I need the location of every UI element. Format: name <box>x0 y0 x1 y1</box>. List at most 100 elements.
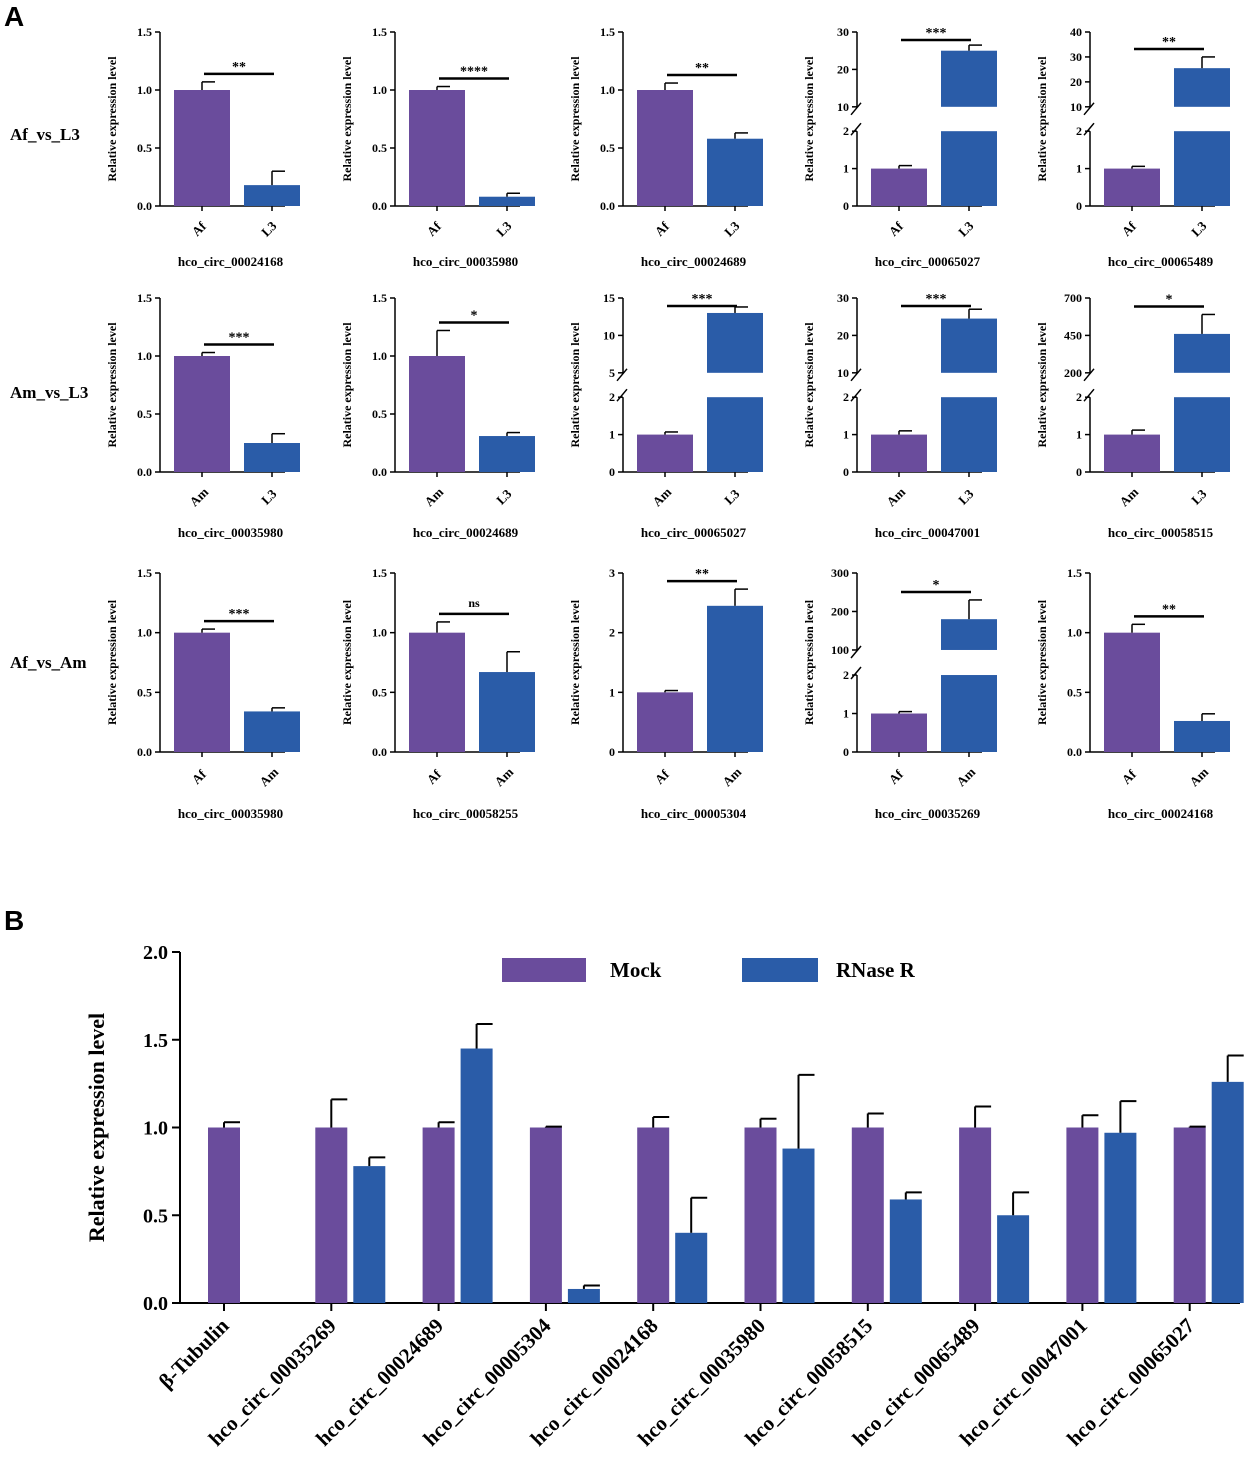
axis-break-mark <box>850 368 862 382</box>
axis-break-mark <box>1083 122 1095 136</box>
x-tick-label: Af <box>886 218 907 239</box>
axis-break-mark <box>850 122 862 136</box>
subplot-title: hco_circ_00035269 <box>875 806 981 821</box>
y-tick-label: 0.5 <box>137 141 152 155</box>
y-axis-label: Relative expression level <box>1035 599 1049 725</box>
y-tick-label: 1.0 <box>600 83 615 97</box>
y-tick-label: 1.0 <box>372 83 387 97</box>
bar-Af <box>174 90 230 206</box>
y-tick-label: 0 <box>1076 199 1082 213</box>
bar-Af <box>1104 632 1160 752</box>
y-tick-label: 40 <box>1070 25 1082 39</box>
significance-label: *** <box>229 331 250 346</box>
x-tick-label: L3 <box>721 218 743 240</box>
y-tick-label: 1.0 <box>372 349 387 363</box>
subplot-1-3: Relative expression level 0 1 2 10 20 30 Am L3 **… <box>802 291 997 540</box>
bar-L3-lower <box>1174 397 1230 472</box>
y-tick-label: 2 <box>1076 390 1082 404</box>
subplot-title: hco_circ_00058515 <box>1108 525 1214 540</box>
x-tick-label: Am <box>1186 764 1211 789</box>
bar-Am-lower <box>941 675 997 752</box>
x-tick-label: L3 <box>955 218 977 240</box>
y-axis-label: Relative expression level <box>1035 322 1049 448</box>
y-tick-label: 1 <box>609 428 615 442</box>
significance-label: ** <box>232 60 246 75</box>
subplot-title: hco_circ_00024689 <box>641 254 747 269</box>
bar-L3 <box>941 50 997 107</box>
y-tick-label: 1.5 <box>137 25 152 39</box>
y-tick-label: 20 <box>837 62 849 76</box>
x-tick-label: Am <box>649 484 674 509</box>
bar-Af <box>409 632 465 752</box>
significance-label: *** <box>926 292 947 307</box>
y-tick-label: 1.5 <box>1067 566 1082 580</box>
subplot-0-1: Relative expression level 0.0 0.5 1.0 1.5 Af L… <box>340 25 535 269</box>
subplot-title: hco_circ_00047001 <box>875 525 980 540</box>
x-tick-label: Af <box>652 218 673 239</box>
y-tick-label: 0.5 <box>1067 685 1082 699</box>
y-tick-label: 30 <box>837 25 849 39</box>
significance-label: * <box>933 578 940 593</box>
y-tick-label: 0.0 <box>1067 745 1082 759</box>
y-tick-label: 1.0 <box>1067 626 1082 640</box>
x-tick-label: L3 <box>493 486 515 508</box>
bar-mock-5 <box>744 1127 777 1303</box>
significance-label: **** <box>460 65 488 80</box>
y-axis-label: Relative expression level <box>340 599 354 725</box>
bar-Am <box>941 619 997 650</box>
y-tick-label: 1.5 <box>137 291 152 305</box>
bar-L3 <box>707 138 763 206</box>
bar-L3-lower <box>1174 131 1230 206</box>
row-label: Af_vs_Am <box>10 653 87 672</box>
x-tick-label: Am <box>719 764 744 789</box>
x-tick-label: Af <box>1119 218 1140 239</box>
x-tick-label: Af <box>189 766 210 787</box>
axis-break-mark <box>616 388 628 402</box>
bar-rnase-r-5 <box>782 1148 815 1303</box>
y-tick-label: 0.5 <box>137 685 152 699</box>
panel-label-b: B <box>4 905 24 936</box>
y-tick-label: 1.5 <box>137 566 152 580</box>
x-tick-label: β-Tubulin <box>154 1313 234 1393</box>
y-tick-label: 3 <box>609 566 615 580</box>
bar-Am <box>871 434 927 472</box>
y-tick-label: 450 <box>1064 328 1082 342</box>
y-tick-label: 200 <box>831 604 849 618</box>
legend-label-mock: Mock <box>610 958 662 982</box>
row-label: Af_vs_L3 <box>10 125 80 144</box>
bar-rnase-r-6 <box>889 1199 922 1303</box>
subplot-2-0: Af_vs_Am Relative expression level 0.0 0.5 1… <box>10 566 300 821</box>
bar-rnase-r-8 <box>1104 1132 1137 1303</box>
x-tick-label: Af <box>1119 766 1140 787</box>
bar-L3-lower <box>941 397 997 472</box>
y-tick-label: 1.5 <box>372 25 387 39</box>
bar-Am <box>409 356 465 472</box>
bar-Af <box>637 90 693 206</box>
x-tick-label: L3 <box>258 486 280 508</box>
x-tick-label: Am <box>421 484 446 509</box>
subplot-title: hco_circ_00065027 <box>641 525 747 540</box>
bar-mock-0 <box>208 1127 240 1303</box>
x-tick-label: Af <box>189 218 210 239</box>
bar-rnase-r-7 <box>997 1215 1030 1303</box>
y-tick-label: 1 <box>843 707 849 721</box>
y-tick-label: 100 <box>831 643 849 657</box>
bar-Am <box>244 711 300 752</box>
axis-break-mark <box>850 102 862 116</box>
significance-label: ns <box>468 596 480 610</box>
x-tick-label: Am <box>256 764 281 789</box>
y-tick-label: 2 <box>843 390 849 404</box>
y-tick-label: 2 <box>843 124 849 138</box>
y-tick-label: 15 <box>603 291 615 305</box>
y-tick-label: 0.0 <box>137 745 152 759</box>
bar-Af <box>871 713 927 752</box>
y-tick-label: 30 <box>1070 50 1082 64</box>
bar-Am <box>637 434 693 472</box>
bar-Af <box>409 90 465 206</box>
y-tick-label: 0.5 <box>137 407 152 421</box>
bar-mock-6 <box>851 1127 884 1303</box>
bar-rnase-r-3 <box>567 1288 600 1303</box>
y-tick-label: 30 <box>837 291 849 305</box>
charts-layer: Af_vs_L3 Relative expression level 0.0 0.5 1… <box>10 25 1244 1451</box>
